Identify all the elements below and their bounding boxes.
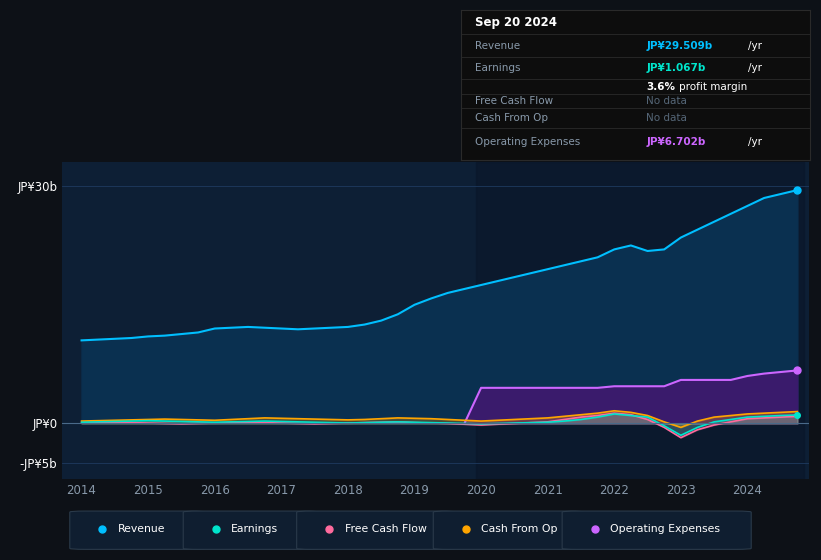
Text: JP¥1.067b: JP¥1.067b: [646, 63, 706, 73]
Text: No data: No data: [646, 96, 687, 106]
Text: 3.6%: 3.6%: [646, 82, 676, 91]
Text: Revenue: Revenue: [475, 41, 521, 51]
FancyBboxPatch shape: [296, 511, 455, 549]
Text: Cash From Op: Cash From Op: [481, 524, 557, 534]
Text: /yr: /yr: [748, 41, 762, 51]
FancyBboxPatch shape: [70, 511, 204, 549]
Text: /yr: /yr: [748, 63, 762, 73]
Text: No data: No data: [646, 113, 687, 123]
FancyBboxPatch shape: [562, 511, 751, 549]
Bar: [475, 162, 804, 479]
Text: Cash From Op: Cash From Op: [475, 113, 548, 123]
Text: Free Cash Flow: Free Cash Flow: [475, 96, 553, 106]
Text: Earnings: Earnings: [475, 63, 521, 73]
Text: JP¥6.702b: JP¥6.702b: [646, 137, 706, 147]
Text: Operating Expenses: Operating Expenses: [475, 137, 580, 147]
Text: JP¥29.509b: JP¥29.509b: [646, 41, 713, 51]
Text: Revenue: Revenue: [117, 524, 165, 534]
Text: Operating Expenses: Operating Expenses: [610, 524, 720, 534]
Text: profit margin: profit margin: [680, 82, 748, 91]
Text: Earnings: Earnings: [231, 524, 278, 534]
FancyBboxPatch shape: [183, 511, 319, 549]
Text: /yr: /yr: [748, 137, 762, 147]
FancyBboxPatch shape: [433, 511, 584, 549]
Text: Free Cash Flow: Free Cash Flow: [345, 524, 426, 534]
Text: Sep 20 2024: Sep 20 2024: [475, 16, 557, 29]
